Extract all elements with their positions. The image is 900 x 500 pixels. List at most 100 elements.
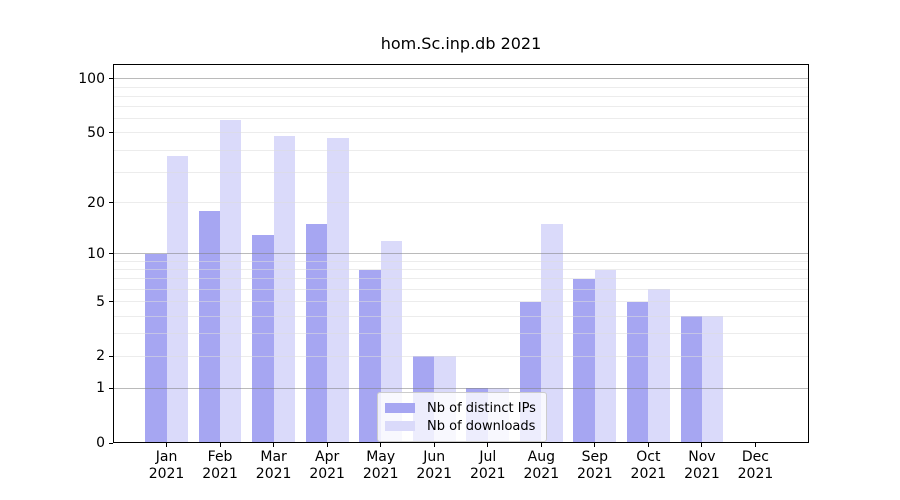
x-tick-label-dec: Dec 2021 [723, 449, 787, 483]
x-tick-label-sep: Sep 2021 [563, 449, 627, 483]
y-tick [109, 355, 113, 357]
x-tick-month: Aug [527, 449, 555, 465]
x-tick [273, 443, 275, 447]
y-tick [109, 387, 113, 389]
gridline-minor [113, 86, 809, 88]
chart-title: hom.Sc.inp.db 2021 [380, 34, 542, 53]
gridline-minor [113, 106, 809, 108]
gridline-minor [113, 132, 809, 134]
x-tick-year: 2021 [148, 466, 185, 482]
x-tick-month: Oct [636, 449, 661, 465]
y-tick [109, 202, 113, 204]
legend-label-downloads: Nb of downloads [427, 418, 536, 434]
x-tick-year: 2021 [469, 466, 506, 482]
x-tick-year: 2021 [362, 466, 399, 482]
bar-distinct-ips-jan [145, 253, 167, 443]
gridline-minor [113, 95, 809, 97]
x-tick [647, 443, 649, 447]
x-tick-year: 2021 [255, 466, 292, 482]
gridline-minor [113, 355, 809, 357]
y-tick [109, 132, 113, 134]
gridline-minor [113, 118, 809, 120]
x-tick-label-feb: Feb 2021 [188, 449, 252, 483]
x-tick [380, 443, 382, 447]
bar-distinct-ips-nov [680, 316, 702, 443]
x-tick-label-jan: Jan 2021 [135, 449, 199, 483]
gridline-minor [113, 171, 809, 173]
y-tick-label: 100 [78, 70, 105, 87]
gridline-minor [113, 288, 809, 290]
legend-item-distinct-ips: Nb of distinct IPs [385, 399, 536, 417]
x-tick-year: 2021 [202, 466, 238, 482]
bar-downloads-apr [327, 137, 349, 443]
bar-distinct-ips-mar [252, 234, 274, 443]
y-tick-label: 10 [87, 245, 105, 262]
x-tick-month: Jul [479, 449, 497, 465]
x-tick-year: 2021 [737, 466, 774, 482]
bar-downloads-jan [166, 156, 188, 443]
bar-distinct-ips-feb [198, 210, 221, 443]
bar-distinct-ips-oct [626, 301, 649, 443]
x-tick-month: Dec [741, 449, 769, 465]
x-tick-month: Jan [155, 449, 178, 465]
x-tick-month: Sep [581, 449, 609, 465]
x-tick-label-nov: Nov 2021 [670, 449, 734, 483]
y-tick-label: 50 [87, 124, 105, 141]
x-tick-month: Nov [688, 449, 716, 465]
bar-downloads-nov [701, 316, 724, 443]
y-tick-label: 0 [96, 435, 105, 451]
x-tick-year: 2021 [630, 466, 667, 482]
gridline-minor [113, 278, 809, 280]
gridline-minor [113, 315, 809, 317]
gridline-minor [113, 149, 809, 151]
gridline-minor [113, 333, 809, 335]
x-tick-year: 2021 [523, 466, 560, 482]
x-tick-year: 2021 [577, 466, 613, 482]
y-tick [109, 78, 113, 80]
legend-label-distinct-ips: Nb of distinct IPs [427, 400, 536, 416]
x-tick-label-aug: Aug 2021 [509, 449, 573, 483]
x-tick-month: Mar [260, 449, 287, 465]
y-tick [109, 442, 113, 444]
x-tick [326, 443, 328, 447]
x-tick-label-jun: Jun 2021 [402, 449, 466, 483]
y-tick [109, 301, 113, 303]
gridline-minor [113, 260, 809, 262]
x-tick-month: Feb [207, 449, 233, 465]
y-tick-label: 1 [96, 380, 105, 397]
gridline-major [113, 253, 809, 255]
x-tick-year: 2021 [309, 466, 345, 482]
x-tick [219, 443, 221, 447]
x-tick-label-mar: Mar 2021 [242, 449, 306, 483]
x-tick [701, 443, 703, 447]
gridline-minor [113, 269, 809, 271]
x-tick-month: Apr [315, 449, 340, 465]
x-tick-year: 2021 [416, 466, 453, 482]
gridline-major [113, 387, 809, 389]
plot-area: Nb of distinct IPs Nb of downloads [109, 64, 809, 447]
x-tick [754, 443, 756, 447]
x-tick-label-jul: Jul 2021 [456, 449, 520, 483]
gridline-minor [113, 202, 809, 204]
legend-swatch-distinct-ips [385, 403, 415, 413]
gridline-major [113, 78, 809, 80]
legend-swatch-downloads [385, 421, 415, 431]
x-tick [166, 443, 168, 447]
bar-downloads-oct [648, 289, 670, 443]
x-tick [540, 443, 542, 447]
x-tick-label-oct: Oct 2021 [616, 449, 680, 483]
x-tick-month: Jun [423, 449, 446, 465]
x-tick-month: May [366, 449, 396, 465]
gridline-minor [113, 301, 809, 303]
y-tick-label: 2 [96, 348, 105, 365]
x-tick [594, 443, 596, 447]
x-tick-label-apr: Apr 2021 [295, 449, 359, 483]
bar-distinct-ips-sep [573, 278, 595, 443]
x-tick [433, 443, 435, 447]
x-tick-year: 2021 [684, 466, 720, 482]
bar-downloads-feb [220, 119, 242, 443]
y-tick-label: 5 [96, 293, 105, 310]
legend: Nb of distinct IPs Nb of downloads [377, 392, 547, 442]
y-tick-label: 20 [87, 194, 105, 211]
